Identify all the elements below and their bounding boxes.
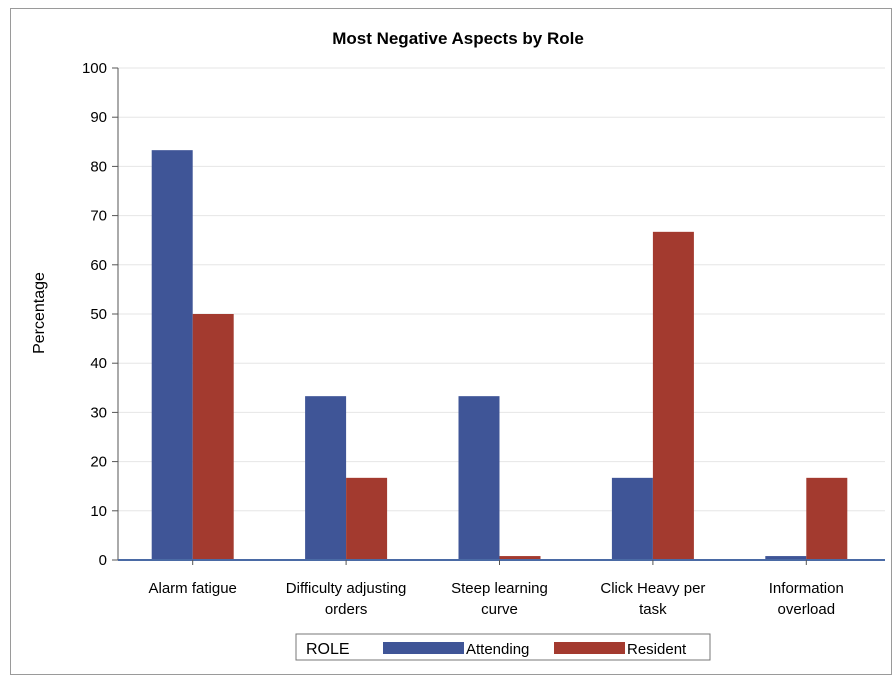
y-tick-label: 40	[90, 355, 107, 372]
x-tick-label-line: overload	[778, 601, 836, 618]
gridlines	[118, 67, 885, 512]
x-tick-label-line: task	[639, 601, 667, 618]
legend-label-resident: Resident	[627, 641, 687, 658]
x-tick-label-line: Click Heavy per	[600, 580, 705, 597]
legend-swatch-resident	[554, 642, 625, 654]
bar-resident	[652, 231, 694, 560]
x-tick-label: Steep learning curve	[451, 580, 548, 618]
chart-title: Most Negative Aspects by Role	[332, 29, 584, 48]
legend-box	[295, 633, 711, 661]
x-tick-label-line: orders	[325, 601, 368, 618]
legend-title: ROLE	[306, 641, 350, 658]
x-tick-label: Alarm fatigue	[149, 580, 237, 597]
x-tick-label: Click Heavy per task	[600, 580, 705, 618]
bar-attending	[305, 396, 347, 560]
axes	[112, 67, 885, 565]
y-tick-label: 70	[90, 208, 107, 225]
legend-label-attending: Attending	[466, 641, 529, 658]
y-tick-label: 50	[90, 306, 107, 323]
x-tick-label: Difficulty adjusting orders	[286, 580, 407, 618]
y-tick-labels: 0 10 20 30 40 50 60 70 80 90 100	[82, 60, 107, 569]
bars	[151, 150, 848, 560]
bar-attending	[151, 150, 193, 560]
y-tick-label: 20	[90, 454, 107, 471]
x-tick-label-line: Information	[769, 580, 844, 597]
bar-resident	[806, 477, 848, 560]
bar-resident	[192, 314, 234, 560]
bar-attending	[611, 477, 653, 560]
bar-resident	[346, 477, 388, 560]
legend: ROLE Attending Resident	[295, 633, 711, 661]
x-tick-labels: Alarm fatigue Difficulty adjusting orders S…	[149, 580, 844, 618]
legend-swatch-attending	[383, 642, 464, 654]
x-tick-label: Information overload	[769, 580, 844, 618]
y-tick-label: 60	[90, 257, 107, 274]
y-tick-label: 30	[90, 404, 107, 421]
bar-attending	[458, 396, 500, 560]
y-axis-label: Percentage	[31, 272, 48, 354]
bar-attending	[765, 556, 807, 560]
x-tick-label-line: Steep learning	[451, 580, 548, 597]
bar-resident	[499, 556, 541, 560]
x-tick-label-line: Alarm fatigue	[149, 580, 237, 597]
y-tick-label: 0	[99, 552, 107, 569]
x-tick-label-line: curve	[481, 601, 518, 618]
y-tick-label: 90	[90, 109, 107, 126]
y-tick-label: 100	[82, 60, 107, 77]
x-tick-label-line: Difficulty adjusting	[286, 580, 407, 597]
y-tick-label: 80	[90, 158, 107, 175]
y-tick-label: 10	[90, 503, 107, 520]
